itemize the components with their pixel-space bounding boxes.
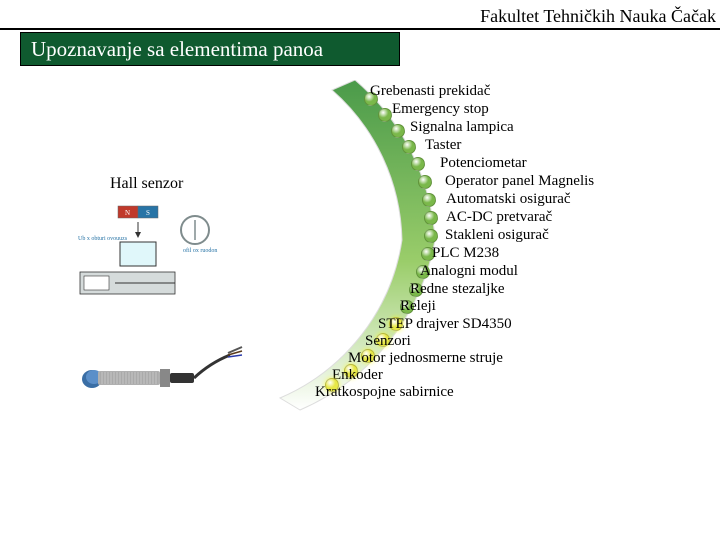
arc-label-17: Kratkospojne sabirnice <box>315 385 454 400</box>
arc-label-13: STEP drajver SD4350 <box>378 317 512 332</box>
hall-sensor-label: Hall senzor <box>110 175 183 193</box>
svg-text:Ub x obturi ovouuzs: Ub x obturi ovouuzs <box>78 236 128 242</box>
arc-label-10: Analogni modul <box>420 264 518 279</box>
arc-bullet-1 <box>378 108 392 122</box>
arc-bullet-3 <box>402 140 416 154</box>
arc-diagram: Grebenasti prekidač Emergency stop Signaln… <box>240 80 700 520</box>
svg-text:S: S <box>146 209 150 217</box>
arc-label-12: Releji <box>400 299 436 314</box>
arc-label-15: Motor jednosmerne struje <box>348 351 503 366</box>
arc-bullet-6 <box>422 193 436 207</box>
inductive-sensor-photo <box>70 335 245 405</box>
svg-text:N: N <box>125 209 130 217</box>
arc-label-6: Automatski osigurač <box>446 192 571 207</box>
hall-sensor-diagram: N S Ub x obturi ovouuzs ofil ox ruodon <box>70 200 245 300</box>
arc-label-0: Grebenasti prekidač <box>370 84 490 99</box>
arc-bullet-4 <box>411 157 425 171</box>
arc-label-1: Emergency stop <box>392 102 489 117</box>
arc-bullet-7 <box>424 211 438 225</box>
arc-label-3: Taster <box>425 138 461 153</box>
arc-label-16: Enkoder <box>332 368 383 383</box>
arc-label-5: Operator panel Magnelis <box>445 174 594 189</box>
arc-bullet-2 <box>391 124 405 138</box>
arc-label-11: Redne stezaljke <box>410 282 505 297</box>
svg-text:ofil ox ruodon: ofil ox ruodon <box>183 247 217 254</box>
title-banner: Upoznavanje sa elementima panoa <box>20 32 400 66</box>
arc-label-7: AC-DC pretvarač <box>446 210 552 225</box>
arc-bullet-8 <box>424 229 438 243</box>
arc-bullet-5 <box>418 175 432 189</box>
arc-label-14: Senzori <box>365 334 411 349</box>
arc-label-4: Potenciometar <box>440 156 527 171</box>
arc-label-8: Stakleni osigurač <box>445 228 549 243</box>
arc-label-9: PLC M238 <box>432 246 499 261</box>
arc-label-2: Signalna lampica <box>410 120 514 135</box>
header-underline <box>0 28 720 30</box>
institution-header: Fakultet Tehničkih Nauka Čačak <box>480 6 716 27</box>
